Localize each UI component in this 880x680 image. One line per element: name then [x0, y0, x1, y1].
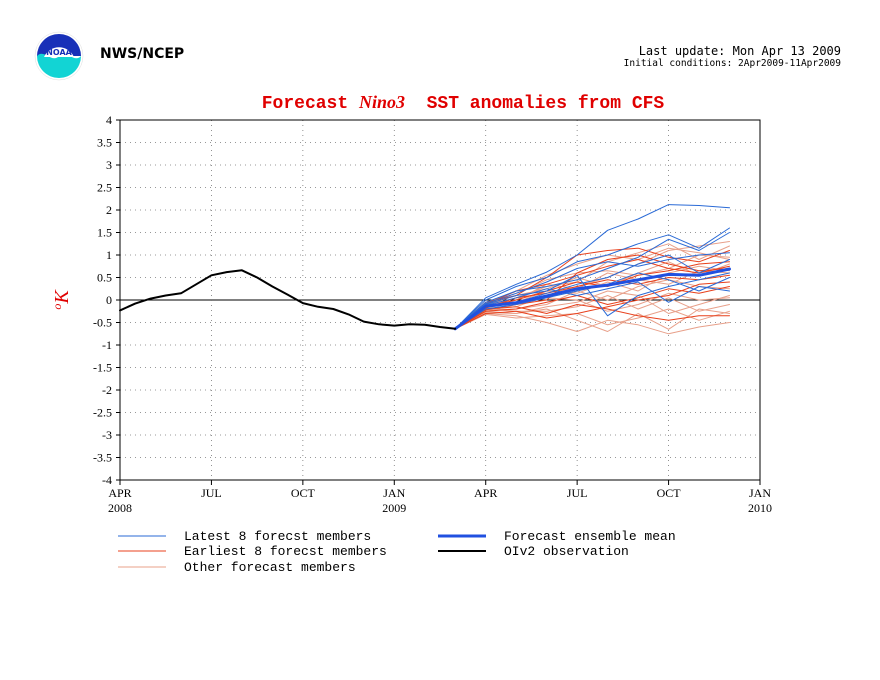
series-line-earliest — [454, 274, 730, 330]
y-tick-label: -1.5 — [93, 361, 112, 375]
series-line-latest — [454, 281, 730, 330]
y-axis-label-unit: K — [51, 289, 73, 305]
y-tick-label: -2.5 — [93, 406, 112, 420]
y-tick-label: -1 — [102, 338, 112, 352]
series-line-earliest — [454, 259, 730, 330]
series-group — [119, 204, 731, 335]
series-line-other — [454, 290, 730, 330]
y-axis-label-sup: o — [50, 304, 64, 310]
grid — [120, 120, 760, 480]
y-tick-label: 1.5 — [97, 226, 112, 240]
y-tick-label: -3.5 — [93, 451, 112, 465]
organization-label: NWS/NCEP — [100, 46, 185, 62]
legend-label-obs: OIv2 observation — [504, 544, 629, 559]
y-tick-label: -2 — [102, 383, 112, 397]
series-line-other — [454, 308, 730, 330]
y-tick-label: 1 — [106, 248, 112, 262]
series-line-earliest — [454, 304, 730, 330]
x-tick-label: OCT — [657, 486, 682, 500]
y-tick-label: 3.5 — [97, 136, 112, 150]
legend-label-other: Other forecast members — [184, 560, 356, 575]
chart-title: Forecast Nino3 SST anomalies from CFS — [262, 92, 665, 114]
series-line-mean — [453, 267, 731, 331]
series-line-latest — [454, 232, 730, 330]
series-line-earliest — [454, 286, 730, 330]
x-year-label: 2010 — [748, 501, 772, 515]
x-tick-label: JAN — [749, 486, 771, 500]
last-update-text: Last update: Mon Apr 13 2009 — [638, 44, 841, 58]
series-line-earliest — [454, 281, 730, 330]
x-tick-label: JAN — [383, 486, 405, 500]
y-tick-label: 2 — [106, 203, 112, 217]
x-tick-label: OCT — [291, 486, 316, 500]
y-tick-label: 0.5 — [97, 271, 112, 285]
x-year-label: 2008 — [108, 501, 132, 515]
x-tick-label: APR — [108, 486, 131, 500]
chart-title-italic: Nino3 — [358, 92, 405, 112]
noaa-logo: NOAA — [34, 31, 84, 81]
x-tick-label: APR — [474, 486, 497, 500]
axes: -4 -3.5 -3 -2.5 -2 -1.5 -1 -0.5 0 0.5 1 1.5 2 2.5 3 3.5… — [93, 113, 772, 515]
y-tick-label: -0.5 — [93, 316, 112, 330]
x-tick-label: JUL — [567, 486, 588, 500]
series-line-latest — [454, 252, 730, 330]
logo-text: NOAA — [46, 48, 72, 57]
x-tick-label: JUL — [201, 486, 222, 500]
series-line-latest — [454, 204, 730, 330]
x-year-label: 2009 — [382, 501, 406, 515]
legend-label-latest: Latest 8 forecst members — [184, 529, 371, 544]
y-axis-label: oK — [50, 289, 73, 310]
y-tick-label: 2.5 — [97, 181, 112, 195]
series-line-latest — [454, 272, 730, 330]
update-info: Last update: Mon Apr 13 2009 Initial con… — [624, 44, 841, 70]
y-tick-label: 4 — [106, 113, 112, 127]
y-tick-label: -3 — [102, 428, 112, 442]
series-line-latest — [454, 227, 730, 330]
initial-conditions-text: Initial conditions: 2Apr2009-11Apr2009 — [623, 58, 841, 69]
legend-label-earliest: Earliest 8 forecst members — [184, 544, 387, 559]
chart-title-prefix: Forecast — [262, 94, 359, 114]
series-line-obs — [119, 269, 457, 330]
chart-title-suffix: SST anomalies from CFS — [405, 94, 664, 114]
y-tick-label: -4 — [102, 473, 112, 487]
legend-label-mean: Forecast ensemble mean — [504, 529, 676, 544]
y-tick-label: 3 — [106, 158, 112, 172]
y-tick-label: 0 — [106, 293, 112, 307]
